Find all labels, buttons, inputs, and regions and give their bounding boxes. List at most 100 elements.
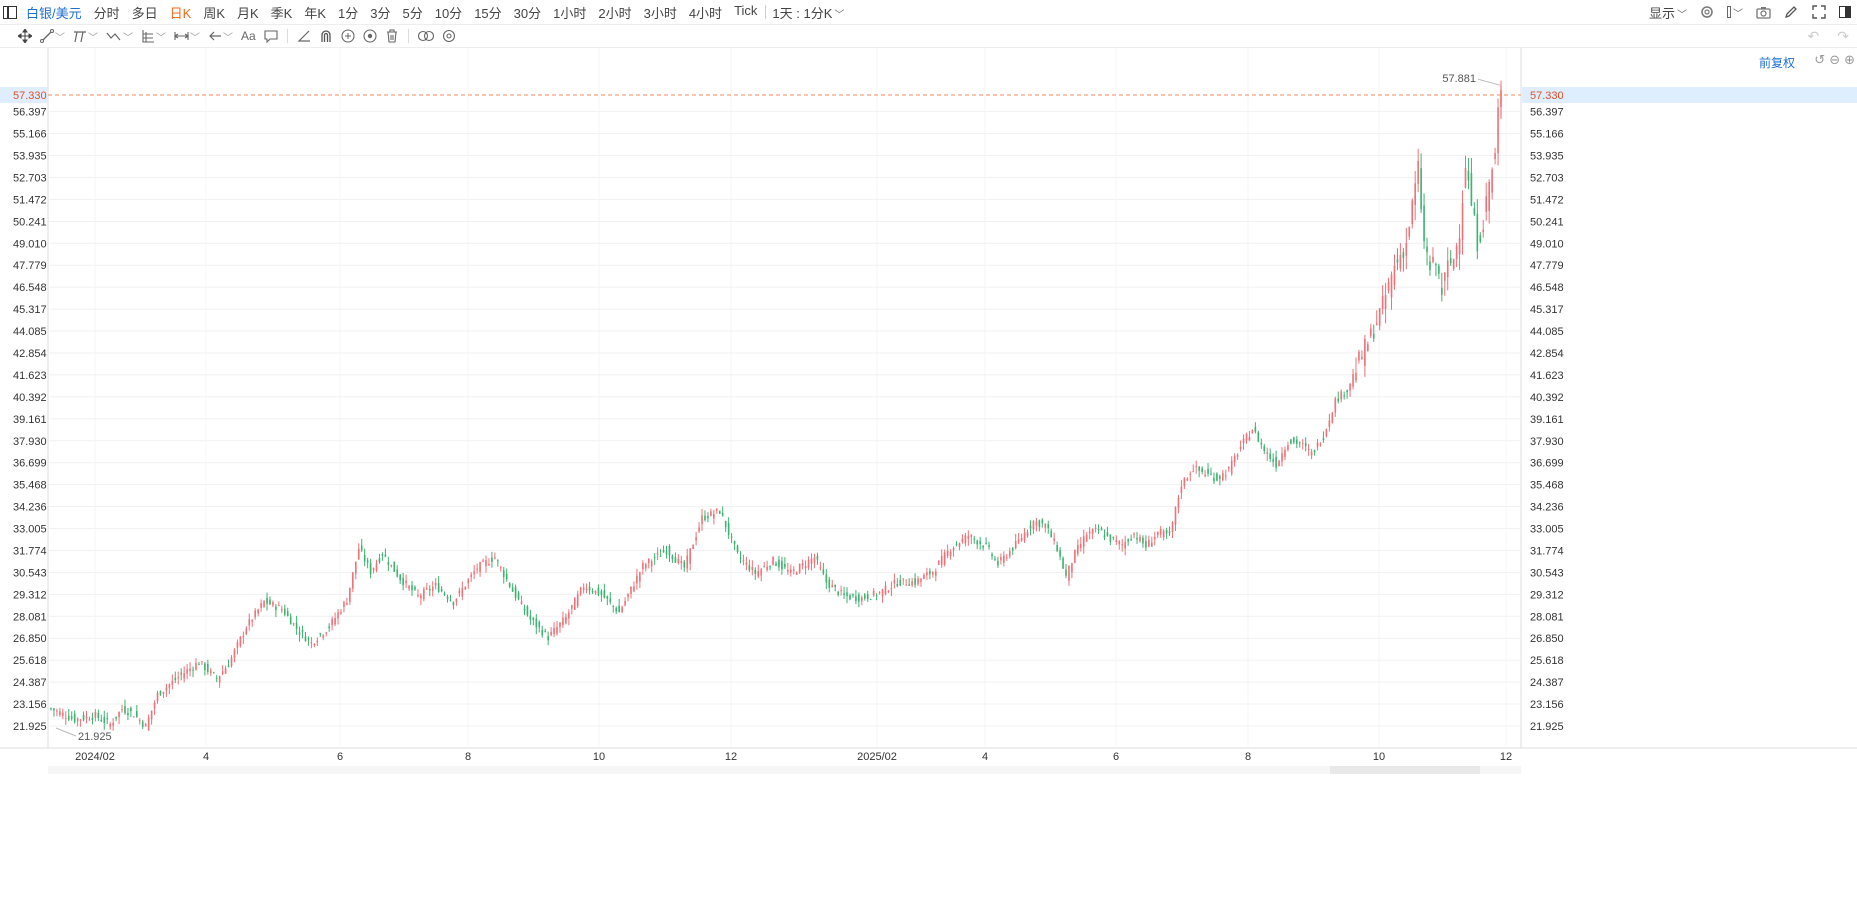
period-tab[interactable]: 2小时 xyxy=(598,5,632,21)
magnet-icon[interactable] xyxy=(316,26,336,46)
candle-body xyxy=(354,561,357,574)
zoom-out-icon[interactable]: ⊖ xyxy=(1829,52,1841,67)
candle-body xyxy=(91,717,94,720)
candle-body xyxy=(248,619,251,626)
y-tick-label-right: 53.935 xyxy=(1530,151,1564,163)
chevron-down-icon: ﹀ xyxy=(55,32,65,44)
candle-body xyxy=(1011,547,1014,551)
period-tab[interactable]: 30分 xyxy=(513,5,542,21)
channel-tool[interactable]: ﹀ xyxy=(70,26,101,46)
candle-body xyxy=(858,594,860,602)
eye-icon[interactable] xyxy=(360,26,380,46)
measure-tool[interactable]: ﹀ xyxy=(171,26,203,46)
candle-body xyxy=(286,611,289,616)
period-tab[interactable]: 4小时 xyxy=(688,5,723,21)
time-scrollbar[interactable] xyxy=(48,766,1521,774)
pencil-icon[interactable] xyxy=(1783,4,1799,20)
candle-body xyxy=(269,599,271,605)
wave-tool[interactable]: ﹀ xyxy=(103,26,136,46)
candle-body xyxy=(704,515,706,521)
period-tab[interactable]: 10分 xyxy=(434,5,463,21)
fib-tool[interactable]: ﹀ xyxy=(138,26,169,46)
candle-body xyxy=(85,716,88,719)
period-tab[interactable]: 1小时 xyxy=(553,5,587,21)
period-tab[interactable]: 周K xyxy=(203,5,225,21)
candle-body xyxy=(751,566,754,570)
candle-body xyxy=(381,554,384,556)
candlestick-chart[interactable]: 21.925 21.925 23.156 23.156 24.387 24.387 25.6… xyxy=(0,48,1857,918)
undo-icon[interactable]: ↶ xyxy=(1807,28,1820,44)
period-tab[interactable]: 5分 xyxy=(402,5,423,21)
period-tab[interactable]: 月K xyxy=(237,5,259,21)
candle-body xyxy=(1038,520,1041,527)
lock-icon[interactable] xyxy=(338,26,358,46)
candle-body xyxy=(1482,229,1485,233)
angle-icon[interactable] xyxy=(294,26,314,46)
side-panel-icon[interactable] xyxy=(1839,6,1851,18)
scrollbar-thumb[interactable] xyxy=(1330,766,1480,774)
panel-toggle-icon[interactable] xyxy=(3,5,17,19)
period-tab[interactable]: 分时 xyxy=(93,5,120,21)
candle-body xyxy=(1230,460,1233,474)
period-tab[interactable]: 3分 xyxy=(370,5,391,21)
candle-body xyxy=(384,554,387,557)
candle-body xyxy=(1032,521,1035,530)
settings-icon[interactable] xyxy=(439,26,459,46)
redo-icon[interactable]: ↷ xyxy=(1837,28,1849,44)
candle-body xyxy=(1029,525,1032,529)
range-select[interactable]: 1天 : 1分K ﹀ xyxy=(772,3,844,22)
period-tab[interactable]: 季K xyxy=(270,5,293,21)
layout-select-button[interactable]: ﹀ xyxy=(1727,4,1743,20)
candle-body xyxy=(547,636,549,641)
candle-body xyxy=(787,569,789,572)
period-tab[interactable]: Tick xyxy=(734,2,758,18)
move-icon[interactable] xyxy=(15,26,35,46)
period-tab[interactable]: 日K xyxy=(169,5,192,21)
delete-icon[interactable] xyxy=(382,26,402,46)
candle-body xyxy=(313,643,316,645)
symbol-selector[interactable]: 白银/美元 xyxy=(26,5,82,21)
y-tick-label-right: 26.850 xyxy=(1530,633,1564,645)
arrow-tool[interactable]: ﹀ xyxy=(205,26,236,46)
period-tab[interactable]: 1分 xyxy=(338,5,359,21)
period-tab[interactable]: 多日 xyxy=(131,5,158,21)
compare-icon[interactable] xyxy=(415,26,437,46)
price-adjust-toggle[interactable]: 前复权 xyxy=(1758,56,1795,70)
candle-body xyxy=(831,584,834,588)
candle-body xyxy=(1222,473,1224,481)
candle-body xyxy=(881,589,884,597)
candle-body xyxy=(207,663,209,672)
candle-body xyxy=(890,588,893,590)
comment-icon[interactable] xyxy=(261,26,281,46)
candle-body xyxy=(103,716,106,723)
candle-body xyxy=(618,605,620,613)
zoom-in-icon[interactable]: ⊕ xyxy=(1844,52,1855,67)
candle-body xyxy=(399,574,401,581)
y-tick-label-left: 35.468 xyxy=(13,480,47,492)
candle-body xyxy=(1062,557,1064,569)
candle-body xyxy=(1479,235,1482,242)
candle-body xyxy=(168,684,171,688)
text-icon[interactable]: Aa xyxy=(241,29,256,43)
fullscreen-icon[interactable] xyxy=(1811,4,1827,20)
y-tick-label-right: 29.312 xyxy=(1530,589,1564,601)
candle-body xyxy=(1284,449,1286,458)
candle-body xyxy=(748,565,751,571)
line-tool[interactable]: ﹀ xyxy=(37,26,68,46)
y-tick-label-right: 35.468 xyxy=(1530,480,1564,492)
reset-icon[interactable]: ↺ xyxy=(1814,52,1826,67)
display-menu[interactable]: 显示 ﹀ xyxy=(1649,3,1687,22)
chart-area[interactable]: 前复权 ↺ ⊖ ⊕ 21.925 21.925 23.156 23.156 24.387… xyxy=(0,48,1857,918)
candle-body xyxy=(1085,534,1088,542)
settings-gear-icon[interactable] xyxy=(1699,4,1715,20)
candle-body xyxy=(1236,454,1239,457)
period-tab[interactable]: 3小时 xyxy=(643,5,677,21)
period-tab[interactable]: 年K xyxy=(304,5,327,21)
candle-body xyxy=(325,632,328,634)
current-price-label-right: 57.330 xyxy=(1530,90,1564,102)
candle-body xyxy=(1399,254,1402,269)
candle-body xyxy=(458,590,461,594)
candle-body xyxy=(138,720,141,722)
camera-icon[interactable] xyxy=(1755,4,1771,20)
period-tab[interactable]: 15分 xyxy=(474,5,502,21)
